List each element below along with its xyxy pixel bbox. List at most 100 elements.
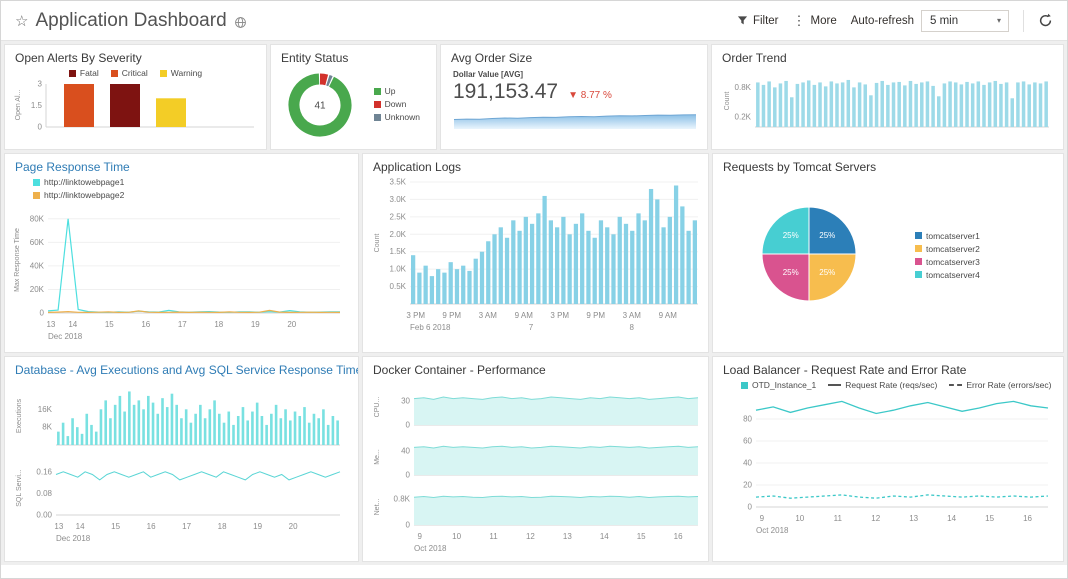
- panel-title-link[interactable]: Database - Avg Executions and Avg SQL Se…: [15, 363, 359, 377]
- legend-item: tomcatserver1: [915, 231, 980, 241]
- svg-text:0: 0: [406, 421, 411, 430]
- legend-label: Warning: [170, 68, 203, 78]
- dashboard-globe-icon[interactable]: [234, 16, 247, 29]
- avg-order-sparkline: [453, 114, 697, 129]
- legend-label: http://linktowebpage1: [44, 177, 125, 187]
- svg-text:60: 60: [743, 437, 752, 446]
- legend-swatch: [159, 69, 167, 77]
- bars-group: [411, 185, 697, 304]
- svg-text:3 PM: 3 PM: [550, 311, 569, 320]
- legend-label: OTD_Instance_1: [752, 380, 817, 390]
- svg-text:14: 14: [68, 320, 77, 329]
- svg-text:Net...: Net...: [374, 499, 381, 516]
- svg-text:20: 20: [289, 522, 298, 531]
- svg-text:Count: Count: [724, 92, 731, 111]
- more-button[interactable]: ⋮ More: [793, 14, 837, 27]
- legend-label: Request Rate (reqs/sec): [845, 380, 938, 390]
- open-alerts-legend: Fatal Critical Warning: [5, 67, 266, 79]
- svg-text:15: 15: [985, 514, 994, 523]
- svg-text:3.5K: 3.5K: [390, 178, 407, 187]
- svg-text:0.08: 0.08: [36, 489, 52, 498]
- svg-text:13: 13: [46, 320, 55, 329]
- svg-text:3.0K: 3.0K: [390, 195, 407, 204]
- svg-text:0.16: 0.16: [36, 467, 52, 476]
- legend-swatch: [915, 245, 922, 252]
- svg-text:3 PM: 3 PM: [406, 311, 425, 320]
- svg-text:8: 8: [630, 323, 635, 332]
- svg-text:1.5K: 1.5K: [390, 247, 407, 256]
- svg-text:3 AM: 3 AM: [479, 311, 498, 320]
- svg-text:Oct 2018: Oct 2018: [756, 526, 789, 535]
- legend-label: tomcatserver4: [926, 269, 980, 280]
- svg-text:30: 30: [401, 397, 410, 406]
- svg-text:8K: 8K: [42, 423, 52, 432]
- svg-text:SQL Servi...: SQL Servi...: [16, 469, 23, 507]
- panel-title-link[interactable]: Page Response Time: [15, 160, 130, 174]
- legend-swatch: [68, 69, 76, 77]
- svg-text:Dec 2018: Dec 2018: [56, 534, 91, 543]
- legend-item: Unknown: [373, 112, 420, 122]
- svg-text:10: 10: [452, 532, 461, 541]
- panel-title: Load Balancer - Request Rate and Error R…: [723, 363, 967, 377]
- svg-text:16: 16: [147, 522, 156, 531]
- svg-text:0: 0: [748, 503, 753, 512]
- svg-text:11: 11: [834, 514, 843, 523]
- tomcat-body: 25% 25% 25% 25% tomcatserver1 tomcatserver2 t…: [713, 180, 1063, 330]
- legend-swatch: [110, 69, 118, 77]
- svg-text:60K: 60K: [30, 238, 45, 247]
- panel-order-trend: Order Trend 0.2K 0.8K Count: [711, 44, 1064, 150]
- svg-text:7: 7: [529, 323, 534, 332]
- legend-item: http://linktowebpage2: [33, 190, 348, 200]
- entity-status-body: 41 Up Down Unknown: [271, 67, 436, 141]
- bars-group: [756, 79, 1048, 127]
- panel-entity-status: Entity Status 41 Up Down Unknown: [270, 44, 437, 150]
- filter-label: Filter: [752, 14, 779, 27]
- svg-text:2.0K: 2.0K: [390, 230, 407, 239]
- page-title: Application Dashboard: [35, 9, 227, 31]
- auto-refresh-value: 5 min: [930, 14, 959, 27]
- legend-item: Down: [373, 99, 420, 109]
- auto-refresh-label: Auto-refresh: [850, 14, 914, 27]
- legend-label: Down: [384, 99, 407, 109]
- svg-text:13: 13: [563, 532, 572, 541]
- svg-text:Max Response Time: Max Response Time: [14, 228, 21, 292]
- open-alerts-chart: 0 1.5 3 Open Al...: [15, 80, 254, 132]
- metric-value-row: 191,153.47 ▼ 8.77 %: [453, 80, 695, 104]
- metric-value: 191,153.47: [453, 80, 559, 103]
- svg-text:18: 18: [218, 522, 227, 531]
- legend-label: Fatal: [79, 68, 99, 78]
- panel-title: Entity Status: [281, 51, 349, 65]
- auto-refresh-select[interactable]: 5 min ▾: [921, 9, 1009, 32]
- svg-text:CPU...: CPU...: [374, 397, 381, 418]
- legend-item: Fatal: [68, 68, 99, 78]
- svg-text:1.5: 1.5: [31, 101, 43, 110]
- load-balancer-chart: 0 20 40 60 80 9 10 11 12 13 14 15 16 Oct 2018: [743, 400, 1049, 535]
- metric-delta: ▼ 8.77 %: [568, 90, 612, 101]
- legend-item: Up: [373, 86, 420, 96]
- legend-item: Request Rate (reqs/sec): [828, 380, 937, 390]
- application-logs-chart: 0.5K 1.0K 1.5K 2.0K 2.5K 3.0K 3.5K 3 PM 9 PM 3 AM…: [374, 178, 698, 332]
- svg-text:3: 3: [38, 80, 43, 89]
- legend-label: tomcatserver3: [926, 256, 980, 267]
- toolbar-divider: [1023, 9, 1024, 32]
- svg-text:17: 17: [182, 522, 191, 531]
- legend-label: http://linktowebpage2: [44, 190, 125, 200]
- filter-button[interactable]: Filter: [737, 15, 779, 27]
- svg-text:16: 16: [1023, 514, 1032, 523]
- svg-text:Oct 2018: Oct 2018: [414, 544, 447, 553]
- more-icon: ⋮: [792, 13, 806, 28]
- avg-order-body: Dollar Value [AVG] 191,153.47 ▼ 8.77 %: [441, 67, 707, 131]
- legend-swatch: [33, 178, 40, 186]
- svg-text:25%: 25%: [783, 268, 799, 277]
- panel-database: Database - Avg Executions and Avg SQL Se…: [4, 356, 359, 562]
- panel-tomcat-requests: Requests by Tomcat Servers 25% 25% 25% 25% …: [712, 153, 1064, 353]
- refresh-button[interactable]: [1038, 13, 1053, 28]
- legend-label: tomcatserver2: [926, 243, 980, 254]
- svg-text:14: 14: [947, 514, 956, 523]
- svg-text:Me...: Me...: [374, 449, 381, 465]
- favorite-star-icon[interactable]: ☆: [15, 12, 29, 30]
- legend-label: Up: [384, 86, 396, 96]
- svg-text:Dec 2018: Dec 2018: [48, 332, 83, 341]
- legend-swatch: [915, 258, 922, 265]
